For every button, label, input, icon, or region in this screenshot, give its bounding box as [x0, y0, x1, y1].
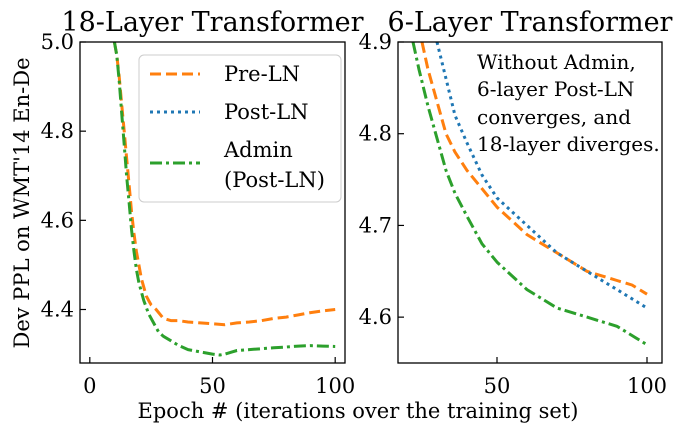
legend: Pre-LN Post-LN Admin (Post-LN): [138, 54, 342, 203]
y-axis-label: Dev PPL on WMT'14 En-De: [10, 57, 34, 348]
chart-title-6-layer: 6-Layer Transformer: [388, 7, 673, 38]
legend-label-admin-line1: Admin: [223, 138, 293, 162]
right-series: [411, 42, 648, 346]
right-ytick-label-1: 4.7: [359, 213, 392, 237]
legend-box: [138, 54, 342, 203]
right-ytick-label-3: 4.9: [359, 30, 392, 54]
annotation-line-1: Without Admin,: [477, 50, 636, 74]
annotation-line-2: 6-layer Post-LN: [477, 77, 634, 101]
annotation: Without Admin, 6-layer Post-LN converges…: [477, 50, 660, 156]
right-xtick-label-50: 50: [484, 374, 511, 398]
left-xtick-label-50: 50: [199, 374, 226, 398]
right-ytick-label-2: 4.8: [359, 122, 392, 146]
chart-title-18-layer: 18-Layer Transformer: [61, 7, 363, 38]
right-ytick-label-0: 4.6: [359, 305, 392, 329]
left-ytick-label-2: 4.8: [41, 119, 74, 143]
right-axis-ticks: 50 100 4.6 4.7 4.8 4.9: [359, 30, 667, 398]
x-axis-label: Epoch # (iterations over the training se…: [138, 399, 579, 423]
legend-label-admin-line2: (Post-LN): [224, 168, 325, 192]
annotation-line-4: 18-layer diverges.: [477, 132, 660, 156]
legend-label-post-ln: Post-LN: [224, 100, 309, 124]
left-ytick-label-3: 5.0: [41, 30, 74, 54]
left-ytick-label-0: 4.4: [41, 298, 74, 322]
left-series: [112, 42, 336, 357]
left-ytick-label-1: 4.6: [41, 208, 74, 232]
right-xtick-label-100: 100: [627, 374, 667, 398]
right-plot-frame: [397, 41, 663, 364]
left-xtick-label-0: 0: [83, 374, 96, 398]
right-series-admin-post-ln: [411, 42, 648, 346]
left-plot-frame: [79, 41, 346, 364]
left-series-pre-ln: [112, 42, 336, 327]
panel-6-layer: 6-Layer Transformer 50 100 4.6 4.7 4.8 4.9 Wi…: [359, 7, 673, 398]
left-xtick-label-100: 100: [315, 374, 355, 398]
left-series-admin-post-ln: [112, 42, 336, 357]
annotation-line-3: converges, and: [477, 105, 631, 129]
panel-18-layer: 18-Layer Transformer 0 50 1004.44.64.85.0 …: [41, 7, 364, 398]
right-series-pre-ln: [420, 42, 648, 296]
right-series-post-ln: [435, 42, 648, 310]
legend-label-pre-ln: Pre-LN: [224, 62, 300, 86]
